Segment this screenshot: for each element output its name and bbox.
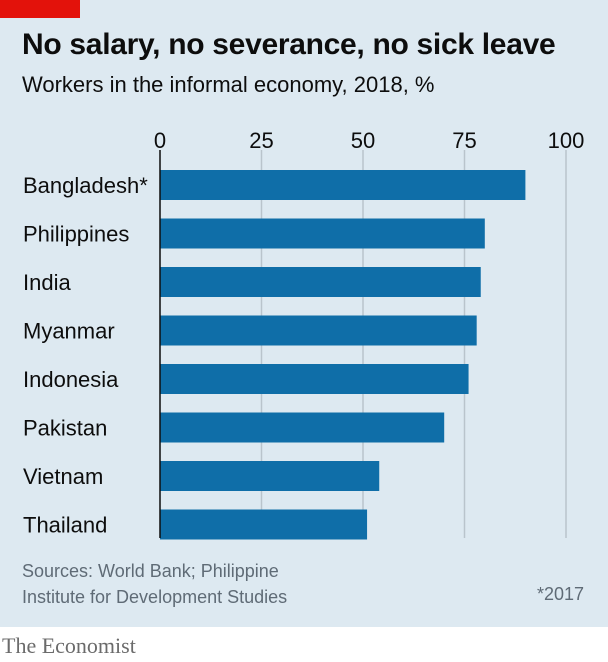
bar-chart: 0 25 50 75 100 Bangladesh* Philippines India Mya… <box>23 128 585 540</box>
bar-pakistan <box>160 412 445 443</box>
category-label: Indonesia <box>23 367 119 392</box>
category-label: Philippines <box>23 222 129 247</box>
category-label: Pakistan <box>23 416 107 441</box>
x-tick-label: 75 <box>452 128 476 153</box>
footnote: *2017 <box>536 584 584 604</box>
category-label: Vietnam <box>23 464 103 489</box>
x-tick-label: 50 <box>351 128 375 153</box>
category-label: Bangladesh* <box>23 173 148 198</box>
bar-bangladesh <box>160 170 526 200</box>
source-line-1: Sources: World Bank; Philippine <box>22 561 279 581</box>
category-label: Thailand <box>23 513 107 538</box>
bar-indonesia <box>160 364 469 394</box>
bar-vietnam <box>160 461 380 491</box>
chart-title: No salary, no severance, no sick leave <box>22 28 556 61</box>
category-label: Myanmar <box>23 319 115 344</box>
bar-thailand <box>160 509 368 540</box>
x-tick-label: 100 <box>548 128 585 153</box>
bar-myanmar <box>160 315 477 346</box>
bar-india <box>160 267 481 297</box>
economist-logo: The Economist <box>2 633 136 658</box>
bar-philippines <box>160 218 485 249</box>
x-tick-label: 0 <box>154 128 166 153</box>
brand-red-tag <box>0 0 80 18</box>
source-line-2: Institute for Development Studies <box>22 587 288 607</box>
chart-subtitle: Workers in the informal economy, 2018, % <box>22 72 435 97</box>
x-tick-label: 25 <box>249 128 273 153</box>
source-note: Sources: World Bank; Philippine Institut… <box>22 558 442 610</box>
category-label: India <box>23 270 71 295</box>
